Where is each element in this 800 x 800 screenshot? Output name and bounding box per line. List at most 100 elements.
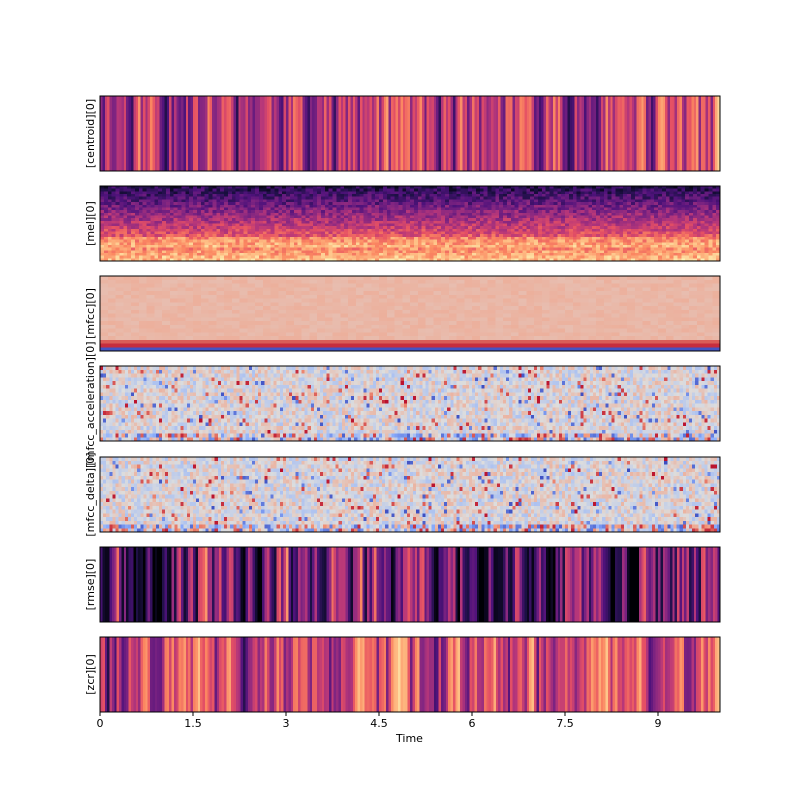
- heatmap-cell: [359, 239, 365, 243]
- heatmap-cell: [305, 226, 310, 230]
- heatmap-cell: [351, 194, 357, 198]
- heatmap-cell: [142, 96, 146, 172]
- heatmap-cell: [165, 207, 171, 211]
- heatmap-cell: [220, 255, 225, 259]
- heatmap-cell: [146, 226, 151, 230]
- heatmap-cell: [255, 258, 260, 262]
- heatmap-cell: [332, 244, 337, 249]
- heatmap-cell: [138, 202, 144, 206]
- heatmap-cell: [146, 255, 151, 259]
- heatmap-cell: [351, 186, 357, 190]
- heatmap-cell: [185, 194, 190, 198]
- heatmap-cell: [406, 204, 411, 209]
- heatmap-cell: [289, 220, 295, 225]
- heatmap-cell: [100, 191, 105, 195]
- heatmap-cell: [216, 226, 221, 230]
- heatmap-cell: [398, 218, 403, 222]
- heatmap-cell: [421, 191, 427, 195]
- heatmap-cell: [417, 196, 423, 200]
- heatmap-cell: [173, 196, 179, 200]
- heatmap-cell: [212, 220, 217, 225]
- heatmap-cell: [441, 228, 446, 233]
- heatmap-cell: [115, 212, 120, 217]
- heatmap-cell: [224, 218, 229, 222]
- heatmap-cell: [212, 247, 217, 251]
- heatmap-cell: [100, 317, 109, 322]
- heatmap-cell: [119, 239, 124, 243]
- heatmap-cell: [394, 247, 399, 251]
- heatmap-cell: [286, 244, 291, 249]
- heatmap-cell: [177, 234, 182, 238]
- heatmap-cell: [301, 255, 306, 259]
- heatmap-cell: [189, 231, 194, 235]
- heatmap-cell: [289, 194, 295, 198]
- heatmap-cell: [367, 252, 372, 257]
- heatmap-cell: [107, 247, 113, 251]
- heatmap-cell: [103, 194, 109, 198]
- heatmap-cell: [169, 252, 175, 257]
- heatmap-cell: [452, 196, 458, 200]
- heatmap-cell: [386, 196, 392, 200]
- heatmap-cell: [332, 255, 337, 259]
- heatmap-cell: [266, 215, 272, 219]
- heatmap-cell: [154, 317, 163, 322]
- heatmap-cell: [313, 202, 318, 206]
- heatmap-cell: [421, 228, 427, 233]
- heatmap-cell: [100, 298, 109, 303]
- heatmap-cell: [317, 196, 322, 200]
- heatmap-cell: [289, 223, 295, 227]
- heatmap-cell: [313, 236, 318, 241]
- heatmap-cell: [231, 252, 237, 257]
- heatmap-cell: [421, 239, 427, 243]
- heatmap-cell: [227, 231, 233, 235]
- heatmap-cell: [173, 223, 179, 227]
- heatmap-cell: [367, 212, 372, 217]
- heatmap-cell: [433, 191, 438, 195]
- heatmap-cell: [410, 250, 415, 254]
- heatmap-cell: [158, 234, 163, 238]
- heatmap-cell: [127, 247, 132, 251]
- heatmap-cell: [433, 194, 438, 198]
- heatmap-cell: [289, 191, 295, 195]
- heatmap-cell: [355, 220, 361, 225]
- heatmap-cell: [309, 191, 314, 195]
- heatmap-cell: [158, 186, 163, 190]
- heatmap-cell: [111, 236, 117, 241]
- heatmap-cell: [425, 247, 430, 251]
- heatmap-cell: [185, 204, 190, 209]
- heatmap-cell: [270, 228, 275, 233]
- heatmap-cell: [165, 188, 171, 192]
- heatmap-cell: [386, 226, 392, 230]
- heatmap-cell: [266, 204, 272, 209]
- heatmap-cell: [231, 188, 237, 192]
- heatmap-cell: [154, 252, 159, 257]
- heatmap-cell: [258, 252, 264, 257]
- heatmap-cell: [154, 283, 163, 288]
- heatmap-cell: [115, 294, 124, 300]
- heatmap-cell: [437, 247, 442, 251]
- heatmap-cell: [189, 215, 194, 219]
- heatmap-cell: [142, 210, 148, 214]
- heatmap-cell: [410, 204, 415, 209]
- heatmap-cell: [452, 250, 458, 254]
- heatmap-cell: [162, 252, 167, 257]
- heatmap-cell: [379, 207, 384, 211]
- heatmap-cell: [111, 186, 117, 190]
- heatmap-cell: [193, 236, 198, 241]
- heatmap-cell: [185, 309, 194, 315]
- heatmap-cell: [332, 226, 337, 230]
- heatmap-cell: [413, 204, 419, 209]
- heatmap-cell: [274, 196, 279, 200]
- heatmap-cell: [150, 236, 155, 241]
- heatmap-cell: [433, 236, 438, 241]
- heatmap-cell: [255, 239, 260, 243]
- heatmap-cell: [131, 324, 140, 330]
- heatmap-cell: [158, 202, 163, 206]
- heatmap-cell: [173, 247, 179, 251]
- heatmap-cell: [437, 202, 442, 206]
- heatmap-cell: [386, 228, 392, 233]
- heatmap-cell: [100, 279, 109, 285]
- heatmap-cell: [282, 252, 287, 257]
- heatmap-cell: [282, 215, 287, 219]
- heatmap-cell: [243, 236, 248, 241]
